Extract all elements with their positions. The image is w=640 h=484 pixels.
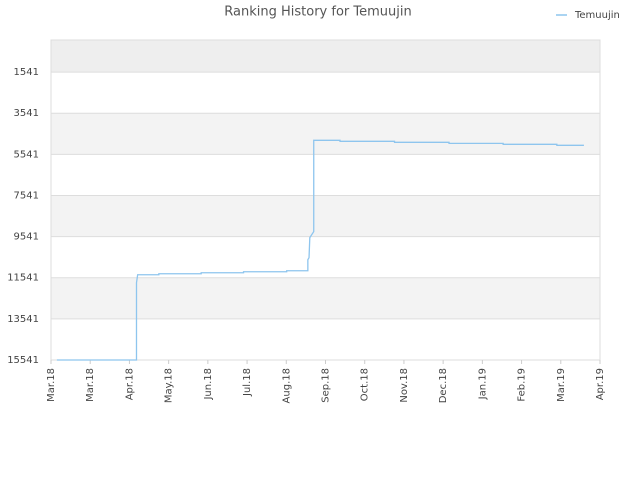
- band: [51, 318, 600, 360]
- y-tick-label: 3541: [14, 108, 39, 119]
- x-tick-label: Jan.19: [477, 368, 488, 400]
- x-tick-label: Oct.18: [360, 368, 371, 401]
- series-line: [56, 139, 584, 361]
- x-tick-label: May.18: [164, 368, 175, 403]
- band: [51, 40, 600, 73]
- band: [51, 195, 600, 237]
- x-tick-label: Apr.19: [595, 368, 606, 400]
- x-tick-label: Jul.18: [242, 368, 253, 397]
- x-tick-label: Mar.18: [46, 368, 57, 402]
- x-tick-label: Nov.18: [399, 368, 410, 403]
- y-tick-label: 11541: [7, 273, 39, 284]
- band: [51, 277, 600, 319]
- y-tick-label: 13541: [7, 314, 39, 325]
- y-tick-label: 15541: [7, 355, 39, 366]
- y-tick-label: 7541: [14, 190, 39, 201]
- x-tick-label: Mar.19: [556, 368, 567, 402]
- x-tick-label: Mar.18: [85, 368, 96, 402]
- legend-label: Temuujin: [574, 10, 620, 21]
- y-tick-label: 5541: [14, 149, 39, 160]
- x-tick-label: Apr.18: [124, 368, 135, 400]
- band: [51, 236, 600, 278]
- y-tick-label: 1541: [14, 67, 39, 78]
- chart-title: Ranking History for Temuujin: [224, 5, 411, 20]
- x-tick-label: Sep.18: [321, 368, 332, 403]
- band: [51, 154, 600, 196]
- x-tick-label: Aug.18: [281, 368, 292, 403]
- x-tick-label: Jun.18: [203, 368, 214, 401]
- band: [51, 113, 600, 155]
- band: [51, 72, 600, 114]
- x-tick-label: Feb.19: [517, 368, 528, 402]
- y-tick-label: 9541: [14, 232, 39, 243]
- x-tick-label: Dec.18: [438, 368, 449, 403]
